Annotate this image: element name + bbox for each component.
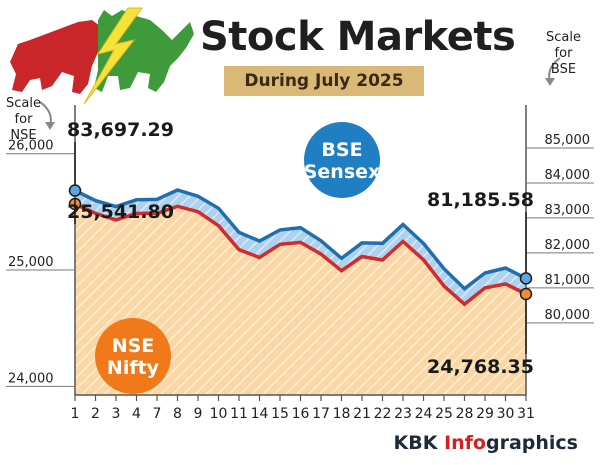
nse-scale-note: Scale for NSE xyxy=(6,96,41,144)
bse-end-marker xyxy=(519,272,533,285)
nse-nifty-badge-text: NSE xyxy=(112,335,155,357)
nse-scale-note-line-2: for xyxy=(14,112,33,127)
bse-scale-note: Scale for BSE xyxy=(546,30,581,78)
x-tick-label: 9 xyxy=(194,406,203,422)
bse-end-value: 81,185.58 xyxy=(427,189,534,211)
x-tick-label: 21 xyxy=(353,406,371,422)
bse-scale-note-line-3: BSE xyxy=(550,62,577,77)
nse-nifty-badge-circle xyxy=(95,318,171,394)
x-tick-label: 28 xyxy=(456,406,474,422)
nse-scale-note-line-1: Scale xyxy=(6,96,41,111)
x-tick-label: 24 xyxy=(415,406,433,422)
bse-scale-note-line-1: Scale xyxy=(546,30,581,45)
nse-scale-arrowhead xyxy=(45,122,55,130)
nse-nifty-badge-text: Nifty xyxy=(107,357,160,379)
publisher-credit: KBK Infographics xyxy=(394,432,579,454)
x-tick-label: 18 xyxy=(333,406,351,422)
credit-accent: Info xyxy=(444,432,486,454)
chart-subtitle: During July 2025 xyxy=(224,66,424,96)
x-tick-label: 17 xyxy=(312,406,330,422)
x-tick-label: 15 xyxy=(271,406,289,422)
x-tick-label: 16 xyxy=(292,406,310,422)
plot-area: 1 2 3 4 7 8 9 10 11 14 15 16 17 18 21 22 23 24 25 28 29 30 31 … xyxy=(6,105,594,422)
x-tick-label: 29 xyxy=(476,406,494,422)
nse-scale-note-line-3: NSE xyxy=(10,128,37,143)
x-tick-label: 10 xyxy=(210,406,228,422)
series-end-markers xyxy=(68,184,533,301)
x-tick-label: 4 xyxy=(132,406,141,422)
x-tick-label: 31 xyxy=(517,406,535,422)
x-tick-label: 22 xyxy=(374,406,392,422)
x-tick-label: 2 xyxy=(91,406,100,422)
x-tick-label: 25 xyxy=(435,406,453,422)
nse-tick-label: 25,000 xyxy=(8,255,54,270)
bse-scale-arrowhead xyxy=(545,78,555,86)
x-tick-label: 30 xyxy=(497,406,515,422)
credit-rest: graphics xyxy=(485,432,578,454)
bse-sensex-badge-circle xyxy=(304,122,380,198)
bse-sensex-line xyxy=(74,188,527,292)
bse-tick-label: 82,000 xyxy=(545,238,591,253)
x-tick-label: 11 xyxy=(230,406,248,422)
bse-sensex-badge-text: BSE xyxy=(321,139,362,161)
credit-brand: KBK xyxy=(393,432,438,454)
chart-title: Stock Markets xyxy=(200,14,516,60)
x-tick-label: 8 xyxy=(173,406,182,422)
x-tick-label: 1 xyxy=(71,406,80,422)
nse-axis-ticks: 24,000 25,000 26,000 xyxy=(6,139,75,387)
bse-tick-label: 80,000 xyxy=(545,308,591,323)
nse-tick-label: 26,000 xyxy=(8,139,54,154)
bse-start-marker xyxy=(68,184,82,197)
bse-axis-ticks: 80,000 81,000 82,000 83,000 84,000 85,000 xyxy=(526,133,594,324)
x-tick-label: 14 xyxy=(251,406,269,422)
x-tick-label: 3 xyxy=(112,406,121,422)
bse-scale-note-line-2: for xyxy=(554,46,573,61)
series-value-labels: 83,697.29 25,541.80 81,185.58 24,768.35 xyxy=(67,119,534,378)
bse-tick-label: 84,000 xyxy=(545,168,591,183)
bse-tick-label: 81,000 xyxy=(545,273,591,288)
nse-tick-label: 24,000 xyxy=(8,371,54,386)
bse-start-value: 83,697.29 xyxy=(67,119,174,141)
nse-end-value: 24,768.35 xyxy=(427,356,534,378)
x-tick-label: 23 xyxy=(394,406,412,422)
bse-tick-label: 85,000 xyxy=(545,133,591,148)
nse-nifty-line xyxy=(74,202,527,307)
bear-bull-logo xyxy=(10,7,194,105)
nse-end-marker xyxy=(519,287,533,301)
x-tick-label: 7 xyxy=(153,406,162,422)
bse-tick-label: 83,000 xyxy=(545,203,591,218)
bse-sensex-badge-text: Sensex xyxy=(304,161,381,183)
x-axis-ticks: 1 2 3 4 7 8 9 10 11 14 15 16 17 18 21 22 23 24 25 28 29 30 31 xyxy=(71,395,535,422)
nse-start-value: 25,541.80 xyxy=(67,201,174,223)
